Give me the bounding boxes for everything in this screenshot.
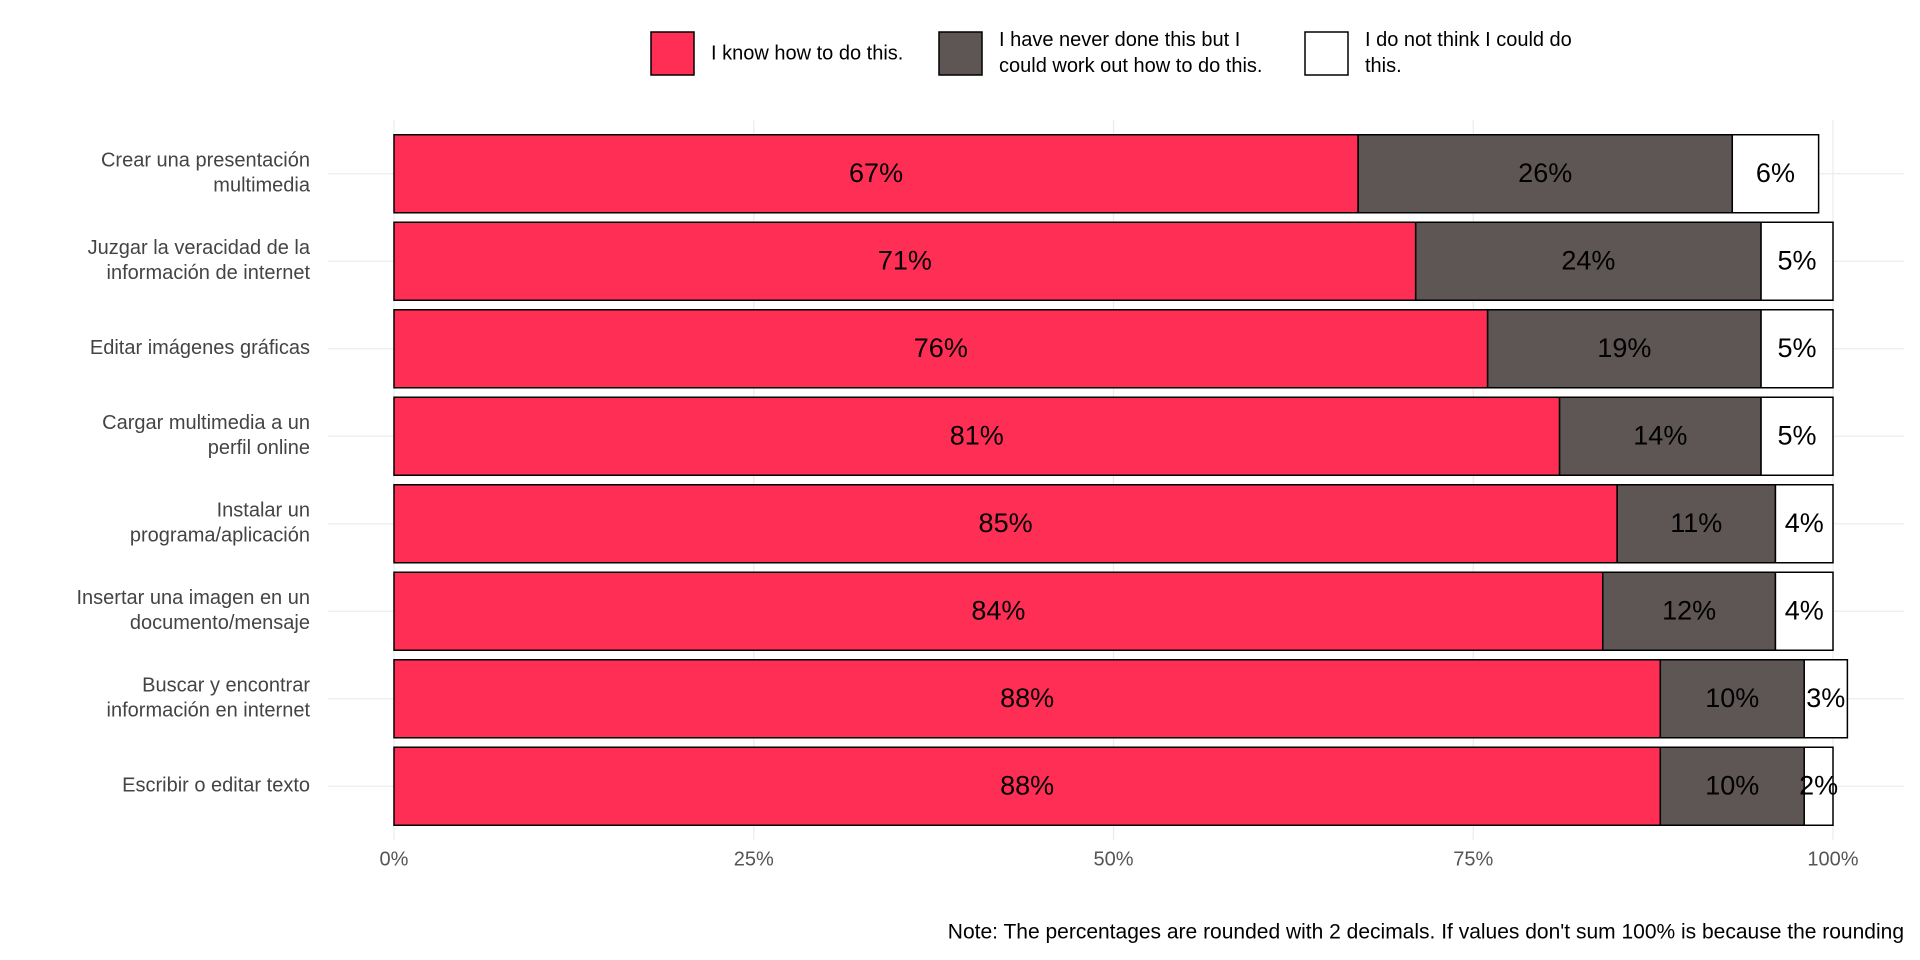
bar-segment [393,396,1561,476]
y-tick-label: Instalar un programa/aplicación [130,500,310,547]
legend-swatch [1304,31,1349,76]
data-label: 85% [979,508,1033,538]
y-tick-label: Insertar una imagen en un documento/mensa… [77,587,311,634]
data-label: 26% [1518,158,1572,188]
bar-segment [393,746,1662,826]
data-label: 3% [1806,683,1845,713]
legend-swatch [650,31,695,76]
data-label: 4% [1785,595,1824,625]
data-label: 76% [914,333,968,363]
legend-swatch [938,31,983,76]
data-label: 5% [1778,333,1817,363]
data-label: 12% [1662,595,1716,625]
x-tick-label: 50% [1093,848,1133,870]
data-label: 88% [1000,770,1054,800]
x-tick-label: 75% [1453,848,1493,870]
bar-segment [1731,134,1820,214]
x-tick-label: 0% [380,848,409,870]
y-tick-label: Editar imágenes gráficas [90,337,310,359]
legend-label: I know how to do this. [711,42,903,64]
bar-segment [393,571,1604,651]
bar-segment [1774,484,1834,564]
data-label: 6% [1756,158,1795,188]
legend-label: I do not think I could do this. [1365,29,1572,77]
bar-segment [1760,396,1834,476]
data-label: 10% [1705,683,1759,713]
data-label: 67% [849,158,903,188]
y-tick-label: Buscar y encontrar información en interne… [107,675,311,722]
y-tick-label: Escribir o editar texto [122,775,310,797]
data-label: 81% [950,420,1004,450]
note: Note: The percentages are rounded with 2… [948,921,1904,944]
data-label: 84% [971,595,1025,625]
data-label: 5% [1778,245,1817,275]
bar-segment [393,484,1618,564]
x-tick-label: 25% [734,848,774,870]
bar-segment [393,309,1489,389]
bar-segment [393,134,1359,214]
data-label: 14% [1633,420,1687,450]
data-label: 88% [1000,683,1054,713]
data-label: 71% [878,245,932,275]
bar-segment [1357,134,1734,214]
bar-segment [393,221,1417,301]
bar-segment [1760,221,1834,301]
y-tick-label: Juzgar la veracidad de la información de … [88,237,311,284]
data-label: 4% [1785,508,1824,538]
data-label: 2% [1799,770,1838,800]
bar-segment [1659,659,1805,739]
x-tick-label: 100% [1807,848,1858,870]
data-label: 24% [1561,245,1615,275]
data-label: 5% [1778,420,1817,450]
bar-segment [1558,396,1762,476]
bar-segment [393,659,1662,739]
bar-segment [1602,571,1777,651]
bar-segment [1803,746,1834,826]
bar-segment [1774,571,1834,651]
y-tick-label: Crear una presentación multimedia [101,150,311,197]
y-tick-label: Cargar multimedia a un perfil online [102,412,310,459]
data-label: 11% [1670,508,1722,538]
data-label: 10% [1705,770,1759,800]
bar-segment [1414,221,1762,301]
bar-segment [1616,484,1777,564]
bar-segment [1803,659,1849,739]
data-label: 19% [1597,333,1651,363]
bar-segment [1760,309,1834,389]
